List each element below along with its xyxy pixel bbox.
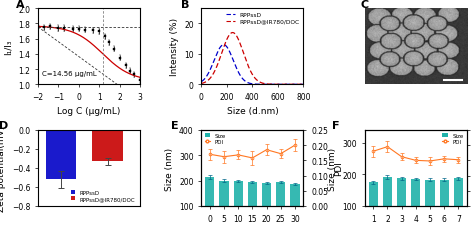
Bar	[397, 178, 406, 229]
X-axis label: Log C (μg/mL): Log C (μg/mL)	[57, 107, 121, 116]
Bar	[383, 177, 392, 229]
Legend: RPPssD, RPPssD@IR780/DOC: RPPssD, RPPssD@IR780/DOC	[225, 12, 301, 26]
Text: C=14.56 μg/mL: C=14.56 μg/mL	[42, 71, 97, 77]
Text: D: D	[0, 121, 9, 131]
Text: E: E	[171, 121, 178, 131]
Y-axis label: PDI: PDI	[334, 161, 343, 176]
Bar	[205, 177, 214, 229]
Bar	[92, 130, 123, 162]
Text: A: A	[16, 0, 24, 10]
Legend: RPPssD, RPPssD@IR780/DOC: RPPssD, RPPssD@IR780/DOC	[68, 188, 137, 203]
X-axis label: Size (d.nm): Size (d.nm)	[227, 107, 278, 116]
Bar	[425, 180, 435, 229]
Text: C: C	[361, 0, 369, 10]
Legend: Size, PDI: Size, PDI	[204, 133, 227, 145]
Bar	[454, 178, 463, 229]
Bar	[248, 183, 257, 229]
Y-axis label: I₁/I₃: I₁/I₃	[4, 39, 13, 55]
Y-axis label: Intensity (%): Intensity (%)	[170, 18, 179, 76]
Bar	[369, 183, 378, 229]
Bar	[291, 185, 300, 229]
Bar	[219, 181, 228, 229]
Bar	[439, 180, 449, 229]
Bar	[276, 183, 285, 229]
Y-axis label: Zeta potential(mV): Zeta potential(mV)	[0, 125, 6, 211]
Bar	[262, 183, 271, 229]
Legend: Size, PDI: Size, PDI	[442, 133, 464, 145]
Bar	[411, 179, 420, 229]
Text: F: F	[332, 121, 339, 131]
Text: B: B	[181, 0, 189, 10]
X-axis label: Time (Day): Time (Day)	[228, 228, 277, 229]
Y-axis label: Size (nm): Size (nm)	[328, 147, 337, 190]
Y-axis label: Size (nm): Size (nm)	[164, 147, 173, 190]
Bar	[46, 130, 76, 180]
Bar	[234, 181, 243, 229]
X-axis label: Time (Day): Time (Day)	[391, 228, 441, 229]
